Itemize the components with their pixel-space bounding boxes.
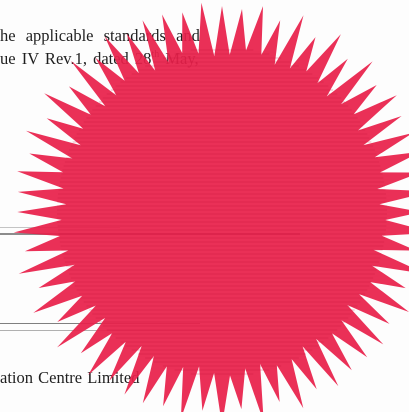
signature-line: [0, 233, 300, 235]
body-text-line: ue IV Rev.1, dated 28th May,: [0, 49, 199, 69]
divider-line: [0, 323, 200, 324]
divider-line: [0, 330, 240, 331]
organisation-name: ation Centre Limited: [0, 368, 140, 387]
date-text-end: May,: [159, 49, 199, 68]
signature-stroke: [0, 227, 120, 228]
date-text: ue IV Rev.1, dated 28: [0, 49, 152, 68]
body-text-line: he applicable standards and: [0, 26, 200, 45]
